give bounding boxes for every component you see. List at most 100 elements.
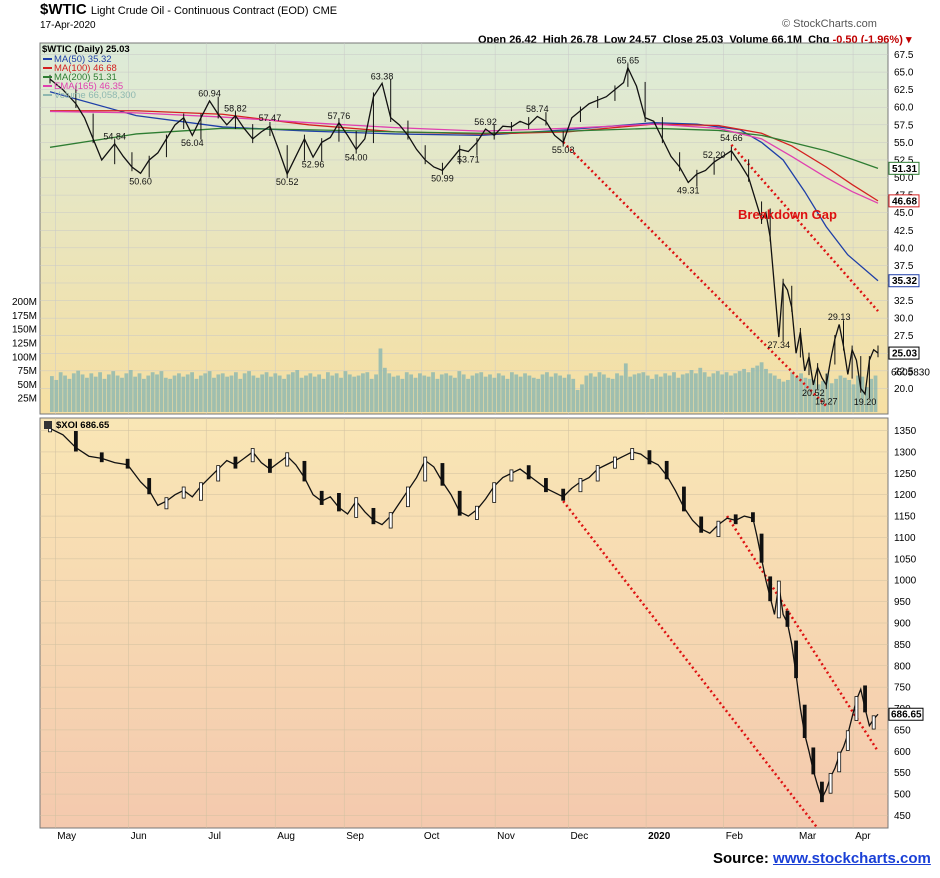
volume-bar bbox=[93, 376, 98, 412]
volume-bar bbox=[510, 372, 514, 412]
volume-bar bbox=[133, 376, 138, 412]
volume-bar bbox=[724, 372, 729, 412]
volume-bar bbox=[597, 372, 602, 412]
candle bbox=[820, 781, 824, 803]
volume-bar bbox=[505, 378, 510, 412]
volume-tick-label: 25M bbox=[18, 394, 37, 405]
price-point-label: 19.27 bbox=[815, 397, 838, 407]
volume-bar bbox=[492, 377, 497, 412]
candle bbox=[751, 512, 755, 523]
candle bbox=[388, 512, 393, 529]
candle bbox=[863, 685, 867, 713]
volume-bar bbox=[85, 377, 89, 412]
wtic-legend-title: $WTIC (Daily) 25.03 bbox=[42, 44, 130, 55]
volume-bar bbox=[803, 377, 808, 412]
candle bbox=[630, 448, 635, 461]
legend-entry: Volume 66,058,300 bbox=[54, 90, 136, 101]
volume-bar bbox=[334, 373, 339, 412]
volume-bar bbox=[422, 375, 427, 412]
xoi-legend-title: $XOI 686.65 bbox=[56, 420, 110, 431]
volume-bar bbox=[720, 374, 725, 412]
volume-bar bbox=[242, 373, 247, 412]
volume-bar bbox=[177, 373, 181, 412]
volume-bar bbox=[168, 378, 173, 412]
candle bbox=[768, 576, 773, 602]
y-tick-label: 1100 bbox=[894, 533, 916, 544]
volume-bar bbox=[146, 375, 151, 412]
y-tick-label: 1300 bbox=[894, 447, 917, 458]
volume-bar bbox=[654, 374, 659, 412]
price-point-label: 56.92 bbox=[474, 117, 497, 127]
price-point-label: 54.00 bbox=[345, 152, 368, 162]
volume-bar bbox=[523, 373, 527, 412]
volume-bar bbox=[501, 375, 506, 412]
volume-bar bbox=[698, 367, 703, 412]
volume-bar bbox=[772, 375, 777, 412]
volume-bar bbox=[755, 365, 760, 412]
volume-bar bbox=[610, 378, 615, 412]
volume-bar bbox=[190, 372, 194, 412]
last-value-label: 35.32 bbox=[892, 276, 917, 287]
price-point-label: 56.04 bbox=[181, 138, 204, 148]
volume-bar bbox=[98, 372, 102, 412]
volume-bar bbox=[856, 375, 860, 412]
volume-bar bbox=[369, 378, 374, 412]
volume-bar bbox=[435, 378, 440, 412]
source-link[interactable]: www.stockcharts.com bbox=[773, 850, 931, 867]
volume-bar bbox=[807, 378, 812, 412]
x-tick-label: Apr bbox=[855, 831, 871, 842]
candle bbox=[802, 704, 807, 739]
price-point-label: 57.76 bbox=[328, 111, 351, 121]
volume-bar bbox=[150, 372, 155, 412]
trend-line bbox=[726, 515, 880, 752]
volume-tick-label: 75M bbox=[18, 366, 37, 377]
volume-bar bbox=[566, 374, 571, 412]
candle bbox=[828, 773, 833, 794]
volume-bar bbox=[672, 372, 676, 412]
legend-entry: MA(50) 35.32 bbox=[54, 54, 112, 65]
x-tick-label: Jun bbox=[131, 831, 147, 842]
volume-bar bbox=[387, 373, 392, 412]
volume-bar bbox=[181, 376, 186, 412]
volume-bar bbox=[409, 374, 414, 412]
candle bbox=[125, 458, 130, 469]
volume-bar bbox=[273, 373, 278, 412]
price-point-label: 63.38 bbox=[371, 71, 394, 81]
candle bbox=[647, 450, 652, 465]
volume-bar bbox=[838, 375, 843, 412]
volume-bar bbox=[842, 377, 847, 412]
volume-bar bbox=[229, 375, 234, 412]
volume-bar bbox=[444, 373, 449, 412]
volume-bar bbox=[483, 376, 488, 412]
volume-bar bbox=[137, 373, 142, 412]
volume-bar bbox=[715, 371, 720, 412]
volume-bar bbox=[67, 378, 72, 412]
wtic-plot-area bbox=[39, 42, 889, 415]
y-tick-label: 500 bbox=[894, 790, 911, 801]
price-point-label: 50.52 bbox=[276, 177, 299, 187]
last-value-box bbox=[888, 346, 920, 360]
y-tick-label: 60.0 bbox=[894, 103, 914, 114]
volume-bar bbox=[426, 376, 431, 412]
volume-bar bbox=[343, 371, 348, 412]
volume-bar bbox=[575, 389, 580, 412]
legend-entry: MA(100) 46.68 bbox=[54, 63, 117, 74]
volume-bar bbox=[602, 374, 606, 412]
candle bbox=[457, 490, 462, 516]
volume-bar bbox=[54, 379, 59, 412]
volume-bar bbox=[632, 374, 637, 412]
volume-bar bbox=[536, 378, 541, 412]
volume-bar bbox=[580, 384, 584, 412]
instrument-name: Light Crude Oil - Continuous Contract (E… bbox=[90, 5, 309, 17]
volume-bar bbox=[391, 376, 396, 412]
volume-tick-label: 175M bbox=[12, 311, 37, 322]
volume-bar bbox=[702, 372, 707, 412]
volume-bar bbox=[290, 372, 295, 412]
price-point-label: 65.65 bbox=[617, 56, 640, 66]
volume-bar bbox=[142, 378, 146, 412]
candle bbox=[164, 497, 169, 510]
volume-bar bbox=[851, 384, 856, 412]
volume-bar bbox=[312, 376, 317, 412]
y-tick-label: 65.0 bbox=[894, 68, 914, 79]
volume-tick-label: 50M bbox=[18, 380, 37, 391]
